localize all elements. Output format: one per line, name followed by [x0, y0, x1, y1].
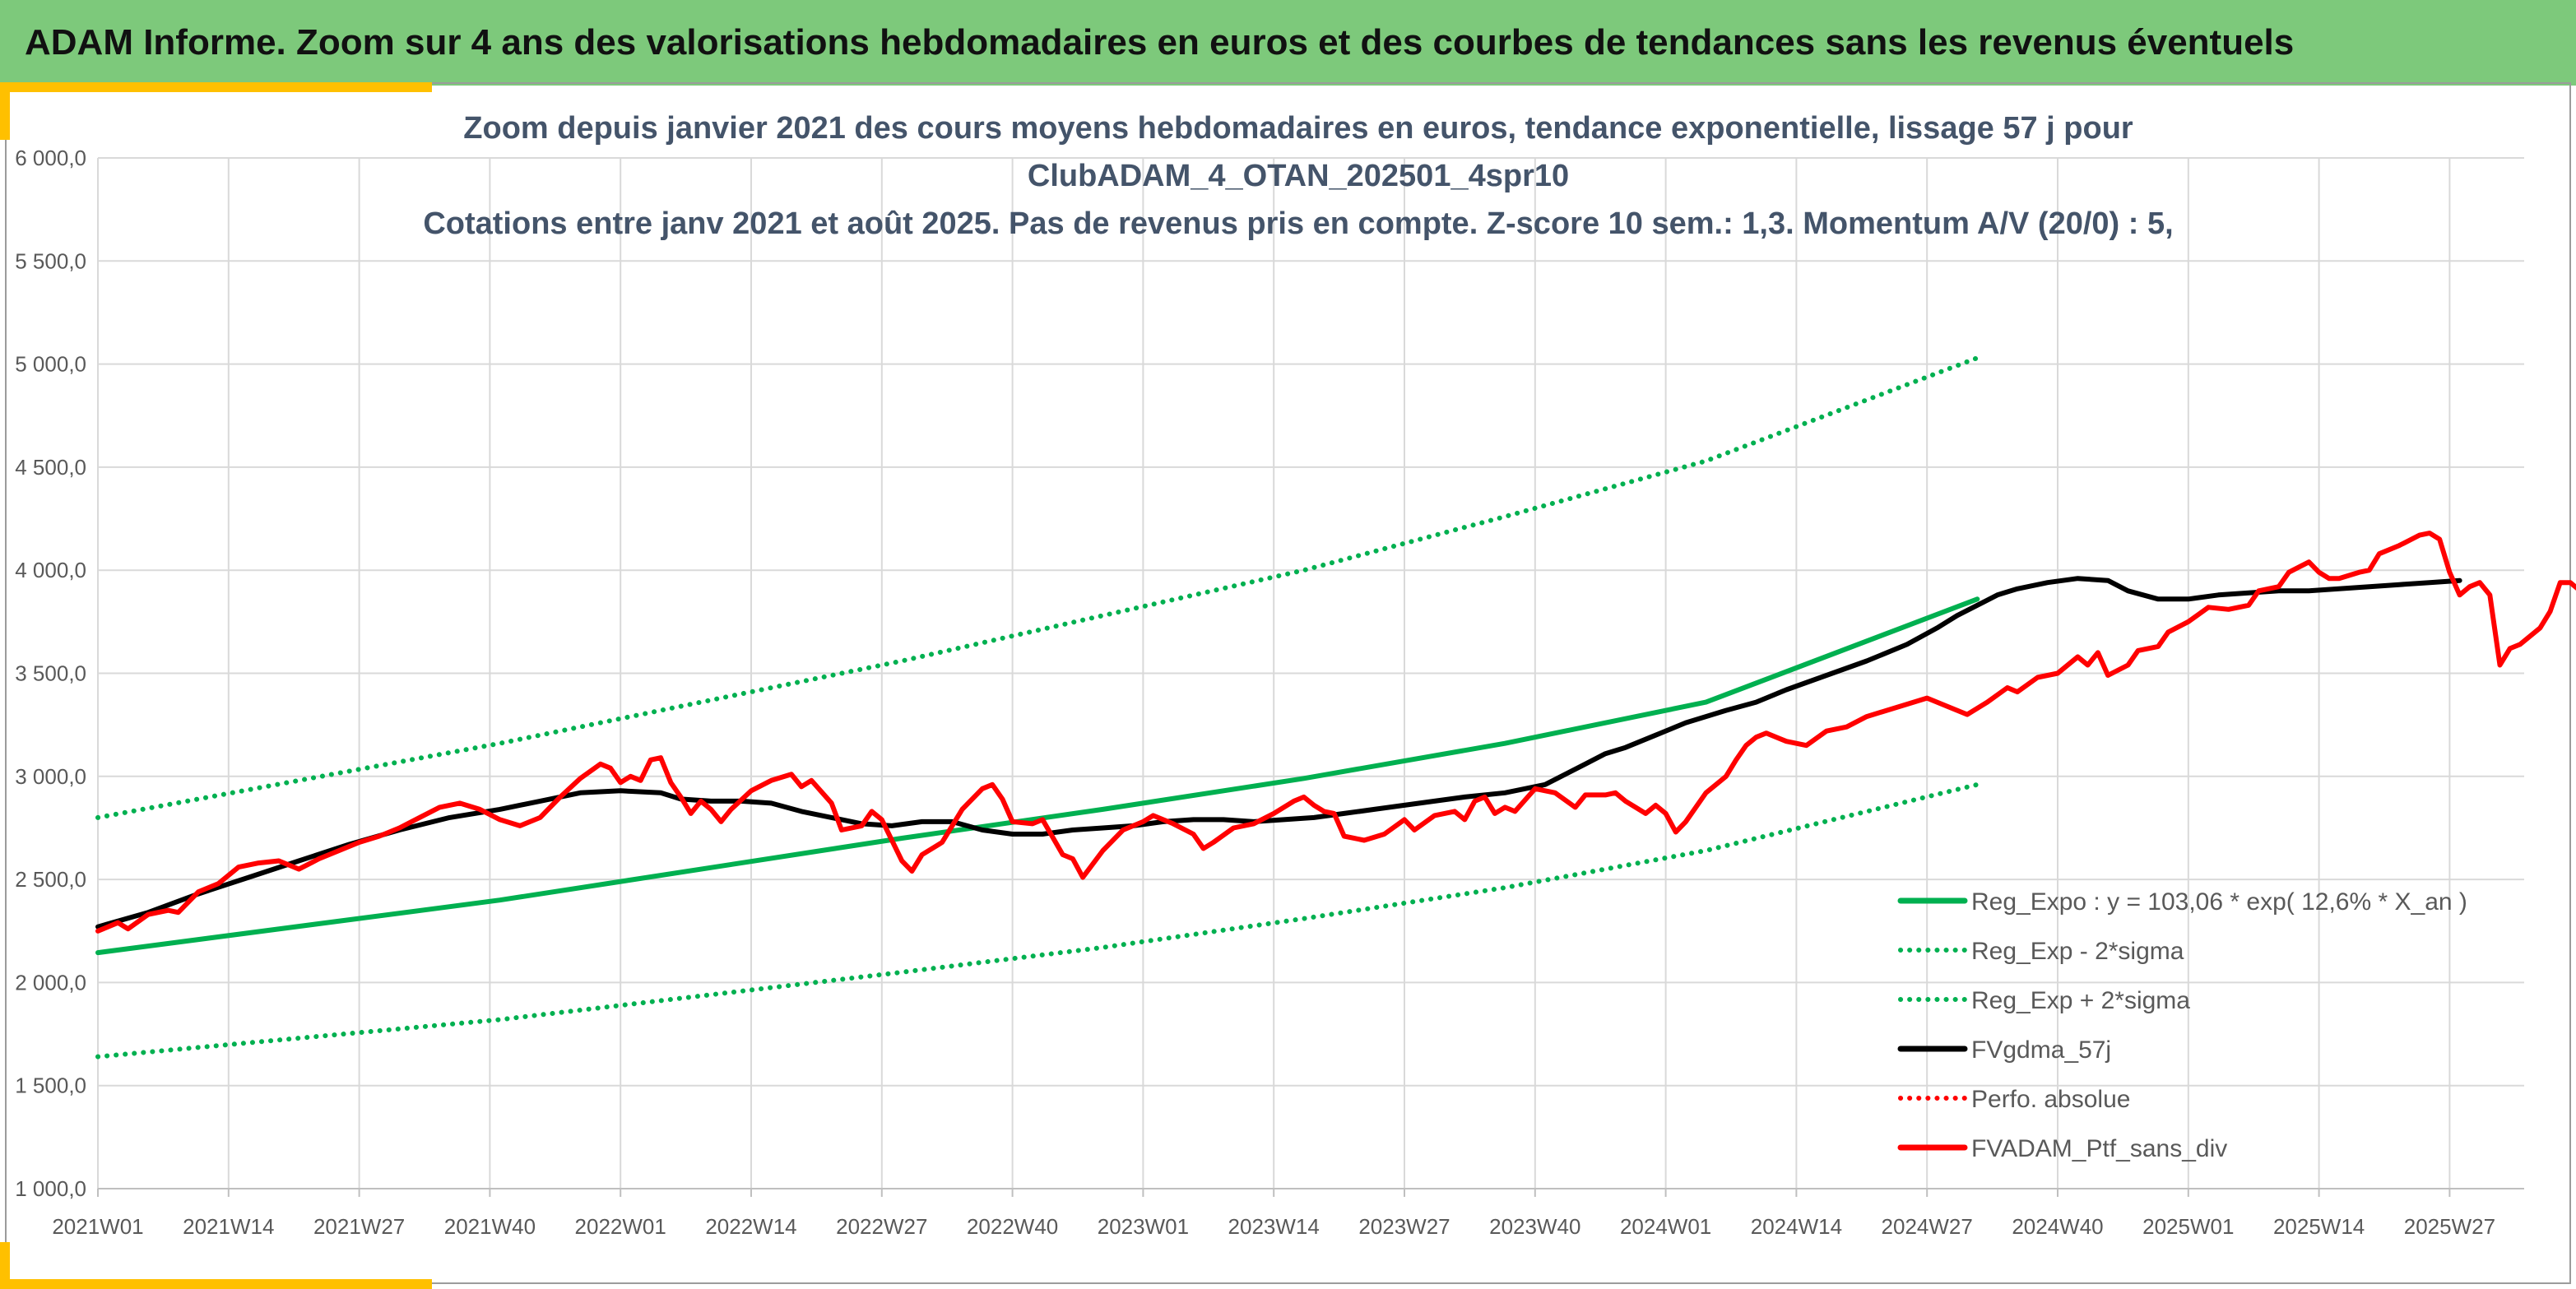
series-line-reg-exp-2-sigma [95, 781, 1980, 1059]
x-tick-label: 2022W14 [705, 1214, 796, 1239]
y-tick-label: 3 000,0 [15, 764, 86, 789]
banner: ADAM Informe. Zoom sur 4 ans des valoris… [0, 0, 2576, 86]
x-tick-label: 2021W14 [183, 1214, 274, 1239]
x-tick-label: 2022W40 [967, 1214, 1058, 1239]
y-axis-ticks: 1 000,0 1 500,0 2 000,0 2 500,0 3 000,0 3 500… [15, 146, 86, 1201]
chart-title: Zoom depuis janvier 2021 des cours moyen… [423, 111, 2173, 241]
y-tick-label: 2 000,0 [15, 970, 86, 995]
x-tick-label: 2024W27 [1882, 1214, 1973, 1239]
accent-bar-top [0, 82, 432, 92]
accent-bar-left-bottom [0, 1242, 10, 1289]
x-tick-label: 2025W27 [2404, 1214, 2495, 1239]
legend-label: FVgdma_57j [1971, 1036, 2111, 1064]
chart-title-line: Cotations entre janv 2021 et août 2025. … [423, 206, 2173, 241]
chart-series [95, 355, 2576, 1059]
x-tick-label: 2022W27 [836, 1214, 927, 1239]
series-line-fvgdma-57j [95, 576, 2462, 930]
y-tick-label: 1 000,0 [15, 1176, 86, 1201]
chart-frame [5, 82, 2571, 1284]
legend-label: Reg_Exp + 2*sigma [1971, 987, 2190, 1014]
y-tick-label: 1 500,0 [15, 1073, 86, 1098]
y-tick-label: 2 500,0 [15, 867, 86, 892]
legend-label: FVADAM_Ptf_sans_div [1971, 1135, 2227, 1162]
x-axis-ticks: 2021W01 2021W14 2021W27 2021W40 2022W01 2022W… [52, 1189, 2495, 1239]
y-tick-label: 4 000,0 [15, 558, 86, 582]
series-line-reg-expo-y-103-06-exp-12-6-x-an [95, 596, 1980, 956]
x-tick-label: 2023W27 [1358, 1214, 1450, 1239]
banner-title: ADAM Informe. Zoom sur 4 ans des valoris… [25, 22, 2295, 63]
accent-bar-left-top [0, 82, 10, 140]
x-tick-label: 2024W01 [1620, 1214, 1711, 1239]
accent-bar-bottom [0, 1279, 432, 1289]
chart-title-line: ClubADAM_4_OTAN_202501_4spr10 [1028, 159, 1569, 193]
y-tick-label: 4 500,0 [15, 455, 86, 480]
x-tick-label: 2024W40 [2012, 1214, 2103, 1239]
x-tick-label: 2023W14 [1228, 1214, 1320, 1239]
x-tick-label: 2023W40 [1489, 1214, 1580, 1239]
series-line-fvadam-ptf-sans-div [95, 531, 2576, 934]
x-tick-label: 2023W01 [1098, 1214, 1189, 1239]
y-tick-label: 5 500,0 [15, 248, 86, 273]
legend-label: Perfo. absolue [1971, 1086, 2130, 1113]
grid-lines [97, 157, 2524, 1189]
y-tick-label: 3 500,0 [15, 661, 86, 686]
legend-label: Reg_Exp - 2*sigma [1971, 938, 2184, 965]
x-tick-label: 2022W01 [575, 1214, 666, 1239]
chart-title-line: Zoom depuis janvier 2021 des cours moyen… [463, 111, 2133, 146]
x-tick-label: 2021W40 [444, 1214, 536, 1239]
x-tick-label: 2021W27 [313, 1214, 405, 1239]
x-tick-label: 2025W14 [2273, 1214, 2365, 1239]
x-tick-label: 2021W01 [52, 1214, 143, 1239]
chart-legend: Reg_Expo : y = 103,06 * exp( 12,6% * X_a… [1897, 888, 2467, 1162]
x-tick-label: 2025W01 [2142, 1214, 2234, 1239]
y-tick-label: 5 000,0 [15, 352, 86, 377]
y-tick-label: 6 000,0 [15, 146, 86, 170]
legend-label: Reg_Expo : y = 103,06 * exp( 12,6% * X_a… [1971, 888, 2467, 916]
series-line-reg-exp-2-sigma [95, 355, 1980, 820]
x-tick-label: 2024W14 [1751, 1214, 1842, 1239]
